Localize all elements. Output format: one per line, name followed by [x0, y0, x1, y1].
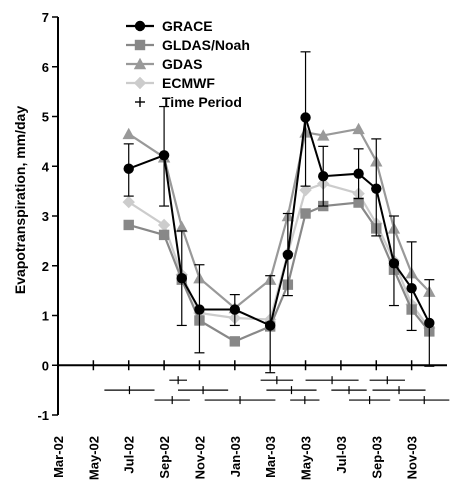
- legend-marker: [134, 20, 146, 32]
- x-tick-label: Mar-02: [51, 436, 66, 478]
- point-gdas: [317, 129, 330, 141]
- point-grace: [229, 304, 241, 315]
- point-ecmwf: [299, 183, 312, 197]
- x-tick-label: Nov-03: [405, 436, 420, 479]
- legend-label: Time Period: [162, 94, 242, 110]
- point-grace: [371, 183, 382, 194]
- y-tick-label: 5: [42, 110, 49, 125]
- x-tick-label: Jul-02: [122, 436, 137, 474]
- point-grace: [194, 304, 205, 315]
- point-grace: [176, 272, 187, 284]
- point-grace: [406, 282, 417, 294]
- y-tick-label: 2: [42, 259, 49, 274]
- legend-marker: [133, 76, 147, 90]
- point-grace: [282, 249, 294, 261]
- point-ecmwf: [122, 195, 135, 209]
- series-line-gdas: [128, 127, 431, 310]
- x-tick-label: Jan-03: [228, 436, 243, 477]
- x-tick-label: Nov-02: [192, 436, 207, 479]
- legend-marker: [133, 57, 147, 70]
- point-grace: [123, 163, 134, 174]
- point-gldas-noah: [158, 229, 170, 241]
- point-ecmwf: [157, 218, 171, 232]
- y-tick-label: 3: [42, 209, 49, 224]
- time-period-bars: [104, 376, 450, 405]
- point-grace: [388, 258, 400, 269]
- series-grace: [123, 51, 435, 374]
- series-line-grace: [128, 117, 431, 327]
- y-tick-label: -1: [37, 408, 49, 423]
- point-grace: [264, 320, 276, 331]
- x-tick-label: Sep-02: [157, 436, 172, 479]
- point-grace: [424, 317, 435, 329]
- point-gdas: [122, 127, 135, 140]
- legend-label: GRACE: [162, 18, 213, 34]
- point-grace: [300, 112, 311, 123]
- legend: GRACE GLDAS/Noah GDAS ECMWF Time Period: [126, 18, 250, 110]
- legend-label: ECMWF: [162, 75, 215, 91]
- legend-marker: [134, 39, 146, 51]
- x-tick-label: May-03: [299, 436, 314, 480]
- x-tick-label: May-02: [86, 436, 101, 480]
- point-gldas-noah: [353, 197, 364, 208]
- point-gdas: [175, 220, 188, 233]
- y-axis-title: Evapotranspiration, mm/day: [12, 106, 28, 294]
- plot-area: -1 0 1 2 3 4 5 6 7 Mar-02 May-02 Jul-02 Sep-02 Nov-02…: [37, 10, 450, 480]
- point-grace: [353, 168, 364, 179]
- legend-label: GDAS: [162, 56, 202, 72]
- legend-label: GLDAS/Noah: [162, 37, 250, 53]
- series-gldas-noah: [123, 197, 435, 347]
- point-gldas-noah: [300, 208, 311, 219]
- x-tick-label: Sep-03: [369, 436, 384, 479]
- point-grace: [158, 150, 170, 161]
- y-tick-label: 4: [42, 159, 50, 174]
- y-tick-label: 6: [42, 60, 49, 75]
- series-gdas: [122, 122, 436, 314]
- point-gldas-noah: [229, 336, 241, 347]
- y-tick-label: 0: [42, 358, 49, 373]
- x-tick-label: Jul-03: [334, 436, 349, 474]
- y-tick-label: 7: [42, 10, 49, 25]
- y-tick-label: 1: [42, 309, 49, 324]
- x-tick-label: Mar-03: [263, 436, 278, 478]
- point-gdas: [352, 122, 365, 135]
- point-gldas-noah: [123, 219, 134, 231]
- point-grace: [318, 171, 329, 182]
